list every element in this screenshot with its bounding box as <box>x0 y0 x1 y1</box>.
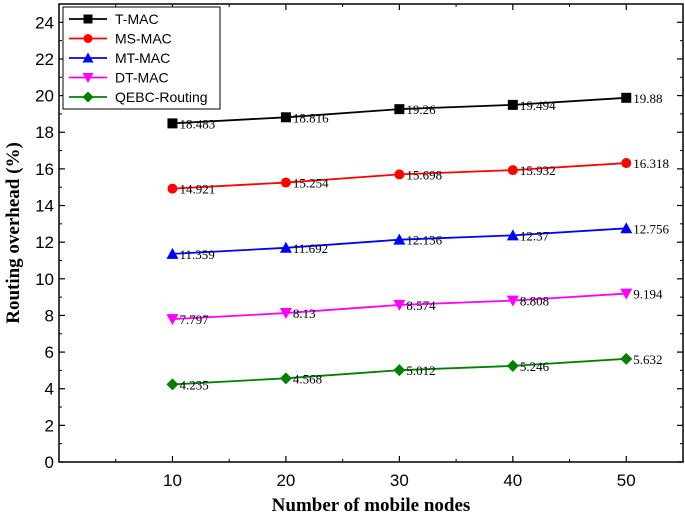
x-axis-title: Number of mobile nodes <box>272 495 471 516</box>
data-point-dt-mac <box>279 308 292 320</box>
data-label-t-mac: 19.494 <box>520 98 556 113</box>
data-label-dt-mac: 9.194 <box>633 287 663 302</box>
y-tick-label: 24 <box>35 13 54 32</box>
data-point-t-mac <box>621 92 632 103</box>
legend-marker-dt-mac <box>82 73 94 83</box>
legend-label-ms-mac: MS-MAC <box>115 31 172 47</box>
data-point-t-mac <box>394 104 405 115</box>
data-label-t-mac: 19.88 <box>633 91 662 106</box>
data-point-mt-mac <box>506 229 519 241</box>
data-point-t-mac <box>280 112 291 123</box>
legend-marker-t-mac <box>83 14 93 24</box>
y-tick-label: 14 <box>35 197 54 216</box>
data-label-dt-mac: 8.13 <box>293 306 316 321</box>
y-tick-label: 2 <box>45 416 54 435</box>
data-point-mt-mac <box>166 247 179 259</box>
data-label-mt-mac: 12.37 <box>520 228 550 243</box>
legend-label-mt-mac: MT-MAC <box>115 50 170 66</box>
data-point-mt-mac <box>620 222 633 234</box>
data-point-t-mac <box>507 99 518 110</box>
data-label-qebc-routing: 5.246 <box>520 359 550 374</box>
legend-label-t-mac: T-MAC <box>115 11 159 27</box>
data-point-mt-mac <box>393 233 406 245</box>
data-label-t-mac: 18.816 <box>293 110 329 125</box>
data-point-dt-mac <box>506 295 519 307</box>
data-point-qebc-routing <box>279 372 292 385</box>
x-tick-label: 20 <box>276 471 295 490</box>
y-tick-label: 20 <box>35 87 54 106</box>
y-tick-label: 18 <box>35 123 54 142</box>
data-label-mt-mac: 11.359 <box>179 247 214 262</box>
data-label-t-mac: 18.483 <box>179 116 215 131</box>
data-point-t-mac <box>167 118 178 129</box>
y-tick-label: 0 <box>45 453 54 472</box>
data-label-dt-mac: 8.574 <box>406 298 436 313</box>
data-point-qebc-routing <box>506 359 519 372</box>
legend-marker-ms-mac <box>83 34 93 43</box>
data-label-t-mac: 19.26 <box>406 102 436 117</box>
data-label-dt-mac: 8.808 <box>520 294 549 309</box>
x-tick-label: 40 <box>503 471 522 490</box>
data-label-qebc-routing: 4.235 <box>179 377 208 392</box>
data-point-dt-mac <box>393 299 406 311</box>
data-point-qebc-routing <box>620 352 633 365</box>
legend-marker-mt-mac <box>82 52 94 63</box>
y-tick-label: 4 <box>45 380 54 399</box>
x-tick-label: 50 <box>617 471 636 490</box>
data-point-ms-mac <box>280 177 291 188</box>
data-label-qebc-routing: 5.632 <box>633 352 662 367</box>
data-point-ms-mac <box>167 183 178 194</box>
y-tick-label: 10 <box>35 270 54 289</box>
data-point-dt-mac <box>620 288 633 300</box>
plot-frame <box>58 3 684 463</box>
y-tick-label: 6 <box>45 343 54 362</box>
data-label-mt-mac: 11.692 <box>293 241 328 256</box>
data-label-qebc-routing: 5.012 <box>406 363 435 378</box>
data-label-qebc-routing: 4.568 <box>293 371 322 386</box>
y-tick-label: 22 <box>35 50 54 69</box>
data-label-ms-mac: 16.318 <box>633 156 669 171</box>
x-tick-label: 10 <box>163 471 182 490</box>
legend-label-qebc-routing: QEBC-Routing <box>115 89 208 105</box>
data-point-ms-mac <box>621 158 632 169</box>
legend-label-dt-mac: DT-MAC <box>115 70 169 86</box>
x-tick-label: 30 <box>390 471 409 490</box>
y-axis-title: Routing overhead (%) <box>3 142 24 324</box>
data-point-ms-mac <box>507 165 518 176</box>
data-point-qebc-routing <box>393 364 406 377</box>
data-label-dt-mac: 7.797 <box>179 312 209 327</box>
data-point-dt-mac <box>166 314 179 326</box>
legend-marker-qebc-routing <box>82 91 94 103</box>
y-tick-label: 8 <box>45 306 54 325</box>
data-label-ms-mac: 15.932 <box>520 163 556 178</box>
data-label-mt-mac: 12.136 <box>406 233 442 248</box>
data-label-ms-mac: 14.921 <box>179 182 215 197</box>
data-point-mt-mac <box>279 241 292 253</box>
data-point-ms-mac <box>394 169 405 180</box>
data-label-mt-mac: 12.756 <box>633 221 669 236</box>
data-label-ms-mac: 15.254 <box>293 176 329 191</box>
data-label-ms-mac: 15.698 <box>406 167 442 182</box>
y-tick-label: 12 <box>35 233 54 252</box>
y-tick-label: 16 <box>35 160 54 179</box>
data-point-qebc-routing <box>166 378 179 391</box>
